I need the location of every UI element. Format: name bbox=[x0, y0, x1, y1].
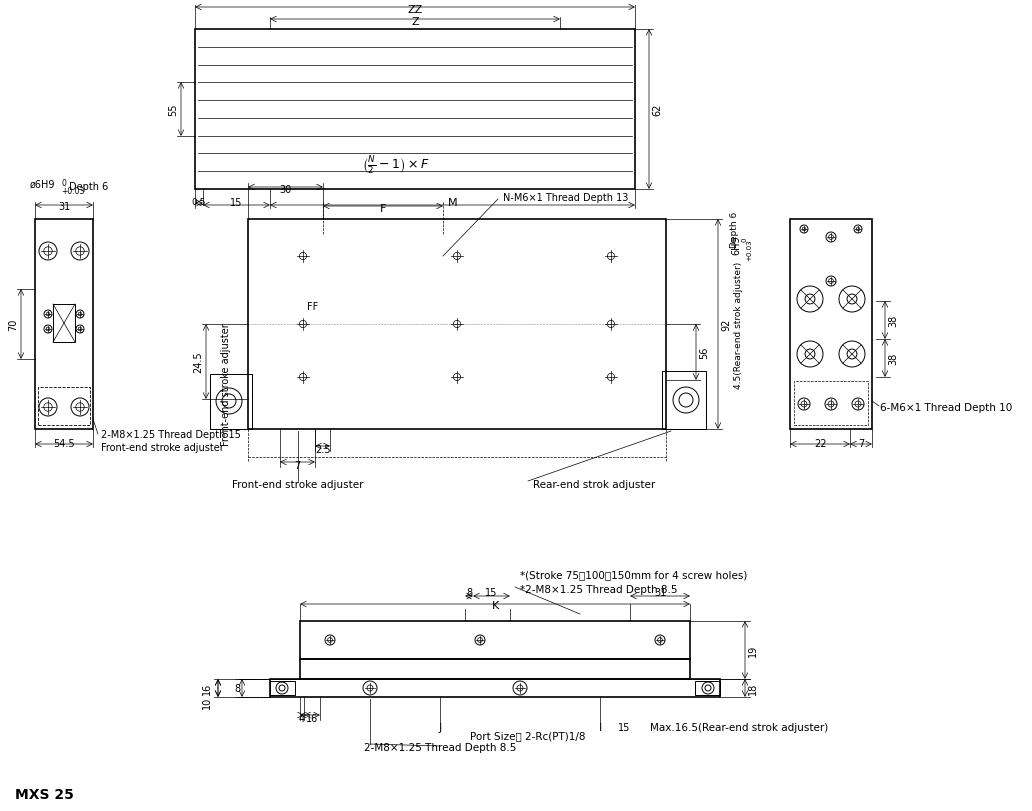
Bar bbox=[794, 381, 868, 426]
Text: *2-M8×1.25 Thread Depth 8.5: *2-M8×1.25 Thread Depth 8.5 bbox=[520, 584, 677, 594]
Text: Rear-end strok adjuster: Rear-end strok adjuster bbox=[533, 479, 655, 489]
Bar bbox=[300, 659, 690, 679]
Text: MXS 25: MXS 25 bbox=[15, 787, 74, 801]
Text: F: F bbox=[380, 204, 386, 214]
Text: 0: 0 bbox=[61, 179, 66, 188]
Bar bbox=[209, 375, 252, 430]
Text: 62: 62 bbox=[652, 104, 662, 116]
Text: 7: 7 bbox=[294, 461, 300, 470]
Text: 0: 0 bbox=[741, 238, 747, 242]
Text: 7: 7 bbox=[858, 439, 864, 448]
Text: J: J bbox=[439, 722, 442, 732]
Text: N-M6×1 Thread Depth 13: N-M6×1 Thread Depth 13 bbox=[503, 193, 628, 203]
Text: 4.5(Rear-end strok adjuster): 4.5(Rear-end strok adjuster) bbox=[734, 261, 742, 388]
Text: 6-M6×1 Thread Depth 10: 6-M6×1 Thread Depth 10 bbox=[880, 402, 1012, 413]
Text: 19: 19 bbox=[748, 644, 757, 656]
Text: 30: 30 bbox=[280, 185, 292, 195]
Text: 55: 55 bbox=[168, 104, 178, 116]
Text: 2-M8×1.25 Thread Depth 8.5: 2-M8×1.25 Thread Depth 8.5 bbox=[364, 742, 516, 752]
Bar bbox=[209, 375, 252, 430]
Text: 24.5: 24.5 bbox=[193, 351, 203, 373]
Text: FF: FF bbox=[308, 302, 319, 311]
Text: Front-end stroke adjuster: Front-end stroke adjuster bbox=[221, 324, 231, 446]
Text: M: M bbox=[448, 198, 457, 208]
Text: 2.5: 2.5 bbox=[315, 444, 330, 454]
Text: 16: 16 bbox=[305, 713, 318, 723]
Text: 22: 22 bbox=[814, 439, 827, 448]
Bar bbox=[38, 388, 90, 426]
Text: 8: 8 bbox=[465, 587, 472, 597]
Text: 18: 18 bbox=[748, 682, 757, 694]
Text: Front-end stroke adjuster: Front-end stroke adjuster bbox=[101, 443, 224, 453]
Text: Max.16.5(Rear-end strok adjuster): Max.16.5(Rear-end strok adjuster) bbox=[650, 722, 829, 732]
Bar bbox=[270, 679, 720, 697]
Text: 0.5: 0.5 bbox=[192, 198, 206, 207]
Text: *(Stroke 75、100、150mm for 4 screw holes): *(Stroke 75、100、150mm for 4 screw holes) bbox=[520, 569, 747, 579]
Bar bbox=[270, 681, 295, 695]
Text: 16: 16 bbox=[202, 682, 212, 694]
Text: 38: 38 bbox=[888, 315, 898, 327]
Text: 2-M8×1.25 Thread Depth 15: 2-M8×1.25 Thread Depth 15 bbox=[101, 430, 240, 440]
Text: ZZ: ZZ bbox=[408, 5, 423, 15]
Text: ø6H9: ø6H9 bbox=[30, 180, 56, 190]
Text: Front-end stroke adjuster: Front-end stroke adjuster bbox=[232, 479, 363, 489]
Text: 6H9: 6H9 bbox=[731, 235, 741, 255]
Bar bbox=[195, 30, 635, 190]
Text: 92: 92 bbox=[721, 319, 731, 331]
Text: Port Size： 2-Rc(PT)1/8: Port Size： 2-Rc(PT)1/8 bbox=[470, 730, 585, 740]
Text: Depth 6: Depth 6 bbox=[69, 182, 108, 191]
Text: 56: 56 bbox=[699, 346, 709, 358]
Text: 4: 4 bbox=[299, 713, 305, 723]
Text: K: K bbox=[491, 600, 498, 610]
Text: 70: 70 bbox=[8, 319, 18, 331]
Bar bbox=[248, 220, 666, 430]
Text: I: I bbox=[599, 722, 602, 732]
Text: Z: Z bbox=[411, 17, 419, 27]
Text: +0.03: +0.03 bbox=[746, 239, 752, 260]
Text: 54.5: 54.5 bbox=[54, 439, 74, 448]
Text: 15: 15 bbox=[485, 587, 497, 597]
Bar bbox=[53, 305, 75, 342]
Bar bbox=[662, 371, 706, 430]
Text: Depth 6: Depth 6 bbox=[730, 212, 739, 248]
Bar bbox=[791, 220, 872, 430]
Text: +0.03: +0.03 bbox=[61, 187, 85, 196]
Text: 15: 15 bbox=[618, 722, 631, 732]
Bar bbox=[35, 220, 93, 430]
Text: $\left(\frac{N}{2}-1\right)\times F$: $\left(\frac{N}{2}-1\right)\times F$ bbox=[362, 154, 429, 176]
Text: 10: 10 bbox=[202, 696, 212, 708]
Text: 15: 15 bbox=[230, 198, 243, 208]
Bar bbox=[300, 621, 690, 659]
Bar bbox=[695, 681, 720, 695]
Text: 8: 8 bbox=[234, 683, 240, 693]
Text: 38: 38 bbox=[888, 353, 898, 365]
Text: 31: 31 bbox=[58, 202, 70, 212]
Text: 31: 31 bbox=[654, 587, 666, 597]
